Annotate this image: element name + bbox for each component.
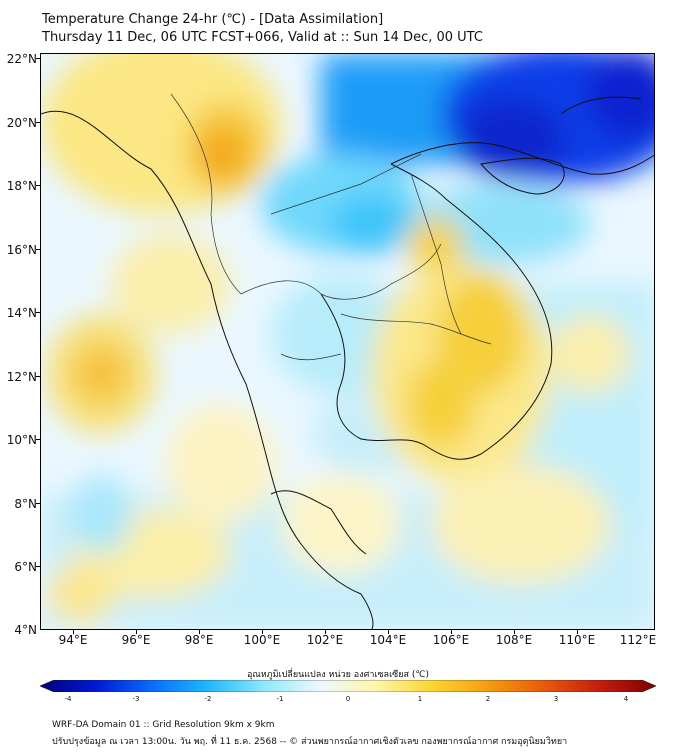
colorbar-tick: -4 xyxy=(64,695,72,703)
temperature-field xyxy=(41,54,654,629)
y-axis-label: 14°N xyxy=(6,306,37,320)
x-axis-label: 96°E xyxy=(121,633,151,647)
y-axis-label: 20°N xyxy=(6,116,37,130)
colorbar-title: อุณหภูมิเปลี่ยนแปลง หน่วย องศาเซลเซียส (… xyxy=(246,670,430,680)
x-axis-label: 106°E xyxy=(432,633,470,647)
y-axis-label: 12°N xyxy=(6,370,37,384)
x-axis-label: 100°E xyxy=(243,633,281,647)
borders xyxy=(170,93,492,361)
y-axis-label: 18°N xyxy=(6,179,37,193)
colorbar-tick: -1 xyxy=(276,695,284,703)
colorbar-tick: 0 xyxy=(345,695,351,703)
temperature-change-map xyxy=(40,53,655,630)
y-axis-label: 8°N xyxy=(14,497,37,511)
colorbar-tick: 4 xyxy=(623,695,629,703)
colorbar xyxy=(40,680,656,692)
colorbar-tick: 1 xyxy=(417,695,423,703)
x-axis-label: 98°E xyxy=(184,633,214,647)
x-axis-label: 94°E xyxy=(58,633,88,647)
colorbar-tick: 2 xyxy=(485,695,491,703)
y-axis-label: 10°N xyxy=(6,433,37,447)
map-subtitle: Thursday 11 Dec, 06 UTC FCST+066, Valid … xyxy=(42,30,483,45)
map-title: Temperature Change 24-hr (℃) - [Data Ass… xyxy=(42,12,384,27)
x-axis-label: 110°E xyxy=(558,633,596,647)
footer-model-info: WRF-DA Domain 01 :: Grid Resolution 9km … xyxy=(52,720,275,730)
y-axis-label: 16°N xyxy=(6,243,37,257)
colorbar-tick: -3 xyxy=(132,695,140,703)
x-axis-label: 102°E xyxy=(306,633,344,647)
x-axis-label: 104°E xyxy=(369,633,407,647)
y-axis-label: 22°N xyxy=(6,52,37,66)
colorbar-tick: 3 xyxy=(553,695,559,703)
x-axis-label: 108°E xyxy=(495,633,533,647)
y-axis-label: 4°N xyxy=(14,623,37,637)
colorbar-tick: -2 xyxy=(204,695,212,703)
y-axis-label: 6°N xyxy=(14,560,37,574)
coastlines xyxy=(41,96,654,629)
footer-credit: ปรับปรุงข้อมูล ณ เวลา 13:00น. วัน พฤ. ที… xyxy=(52,737,568,747)
x-axis-label: 112°E xyxy=(619,633,657,647)
